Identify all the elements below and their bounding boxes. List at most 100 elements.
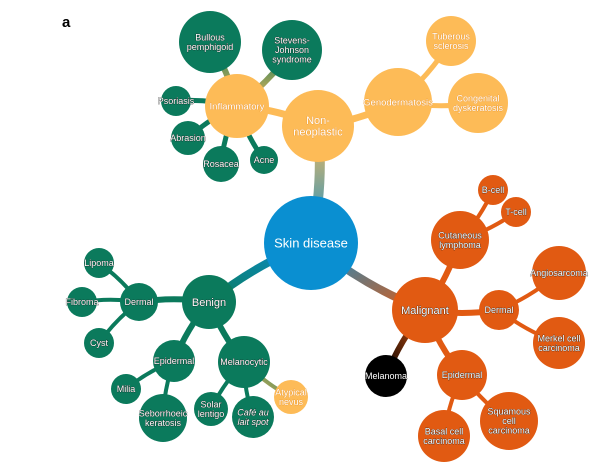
node-cutaneous-label: Cutaneous lymphoma xyxy=(438,230,482,249)
node-congenital-circle xyxy=(448,73,508,133)
node-sjs-label: Stevens-Johnson syndrome xyxy=(272,36,312,65)
node-benign-circle xyxy=(182,275,236,329)
node-squamous: Squamous cell carcinoma xyxy=(480,392,538,450)
node-mal-dermal-circle xyxy=(479,290,519,330)
node-sjs: Stevens-Johnson syndrome xyxy=(262,20,322,80)
node-tuberous-label: Tuberous sclerosis xyxy=(432,31,470,50)
node-basal: Basal cell carcinoma xyxy=(418,410,470,462)
node-cyst: Cyst xyxy=(84,328,114,358)
node-seborrhoeic-label: Seborrhoeic keratosis xyxy=(139,408,188,427)
node-cafe-label: Café au lait spot xyxy=(237,407,269,426)
node-bullous-label: Bullous pemphigoid xyxy=(187,32,234,51)
node-melanoma-circle xyxy=(365,355,407,397)
node-tuberous: Tuberous sclerosis xyxy=(426,16,476,66)
node-basal-circle xyxy=(418,410,470,462)
node-abrasion-label: Abrasion xyxy=(170,133,206,143)
node-seborrhoeic: Seborrhoeic keratosis xyxy=(138,394,188,442)
panel-label: a xyxy=(62,14,71,31)
node-bullous: Bullous pemphigoid xyxy=(179,11,241,73)
node-benign-dermal-label: Dermal xyxy=(124,297,153,307)
node-bcell-circle xyxy=(478,175,508,205)
node-inflammatory-circle xyxy=(205,74,269,138)
node-mal-epidermal-label: Epidermal xyxy=(442,370,483,380)
node-seborrhoeic-circle xyxy=(139,394,187,442)
node-squamous-circle xyxy=(480,392,538,450)
node-congenital-label: Congenital dyskeratosis xyxy=(453,93,504,112)
node-cutaneous-circle xyxy=(431,211,489,269)
node-tcell-label: T-cell xyxy=(505,207,527,217)
node-angiosarcoma-label: Angiosarcoma xyxy=(530,268,588,278)
node-solar-circle xyxy=(194,392,228,426)
node-cyst-label: Cyst xyxy=(90,338,108,348)
node-fibroma-label: Fibroma xyxy=(65,297,98,307)
node-basal-label: Basal cell carcinoma xyxy=(423,426,465,445)
node-acne-label: Acne xyxy=(254,155,275,165)
node-benign: Benign xyxy=(182,275,236,329)
node-bullous-circle xyxy=(179,11,241,73)
nodes-layer: Skin disease Non-neoplastic Inflammatory Bu… xyxy=(65,11,588,462)
node-benign-dermal-circle xyxy=(120,283,158,321)
node-tcell: T-cell xyxy=(501,197,531,227)
node-fibroma-circle xyxy=(67,287,97,317)
node-cafe-circle xyxy=(232,396,274,438)
node-lipoma-label: Lipoma xyxy=(84,258,114,268)
node-rosacea-circle xyxy=(203,146,239,182)
node-mal-dermal-label: Dermal xyxy=(484,305,513,315)
node-acne: Acne xyxy=(250,146,278,174)
node-solar-label: Solar lentigo xyxy=(198,399,225,418)
node-rosacea-label: Rosacea xyxy=(203,159,239,169)
node-atypical-circle xyxy=(274,380,308,414)
node-cafe: Café au lait spot xyxy=(232,396,274,438)
node-root-label: Skin disease xyxy=(274,236,348,251)
node-angiosarcoma-circle xyxy=(532,246,586,300)
node-solar: Solar lentigo xyxy=(194,392,228,426)
node-merkel-circle xyxy=(533,317,585,369)
node-benign-epidermal: Epidermal xyxy=(153,340,195,382)
node-melanoma-label: Melanoma xyxy=(365,371,407,381)
node-milia: Milia xyxy=(111,374,141,404)
node-acne-circle xyxy=(250,146,278,174)
node-psoriasis: Psoriasis xyxy=(157,86,195,116)
node-root-circle xyxy=(264,196,358,290)
node-sjs-circle xyxy=(262,20,322,80)
node-inflammatory-label: Inflammatory xyxy=(210,101,265,112)
node-mal-epidermal: Epidermal xyxy=(437,350,487,400)
node-genodermatosis: Genodermatosis xyxy=(363,68,433,136)
node-malignant-circle xyxy=(392,277,458,343)
node-benign-label: Benign xyxy=(192,297,226,309)
node-psoriasis-label: Psoriasis xyxy=(158,96,195,106)
node-cyst-circle xyxy=(84,328,114,358)
node-non-neoplastic: Non-neoplastic xyxy=(282,90,354,162)
node-angiosarcoma: Angiosarcoma xyxy=(530,246,588,300)
node-melanocytic-circle xyxy=(218,336,270,388)
node-malignant-label: Malignant xyxy=(401,305,449,317)
node-non-neoplastic-circle xyxy=(282,90,354,162)
node-congenital: Congenital dyskeratosis xyxy=(448,73,508,133)
node-melanocytic-label: Melanocytic xyxy=(220,357,268,367)
node-mal-epidermal-circle xyxy=(437,350,487,400)
node-genodermatosis-label: Genodermatosis xyxy=(363,97,433,108)
node-merkel-label: Merkel cell carcinoma xyxy=(537,333,580,352)
node-genodermatosis-circle xyxy=(364,68,432,136)
node-lipoma-circle xyxy=(84,248,114,278)
node-melanocytic: Melanocytic xyxy=(218,336,270,388)
node-rosacea: Rosacea xyxy=(203,146,239,182)
node-mal-dermal: Dermal xyxy=(479,290,519,330)
node-fibroma: Fibroma xyxy=(65,287,99,317)
node-benign-epidermal-circle xyxy=(153,340,195,382)
node-squamous-label: Squamous cell carcinoma xyxy=(487,407,531,436)
node-atypical-label: Atypical nevus xyxy=(275,387,307,406)
node-bcell-label: B-cell xyxy=(482,185,505,195)
node-psoriasis-circle xyxy=(161,86,191,116)
node-tuberous-circle xyxy=(426,16,476,66)
node-abrasion: Abrasion xyxy=(170,121,206,155)
node-lipoma: Lipoma xyxy=(84,248,114,278)
node-milia-circle xyxy=(111,374,141,404)
node-bcell: B-cell xyxy=(478,175,508,205)
node-melanoma: Melanoma xyxy=(365,355,407,397)
node-inflammatory: Inflammatory xyxy=(205,74,269,138)
node-merkel: Merkel cell carcinoma xyxy=(533,317,585,369)
node-benign-dermal: Dermal xyxy=(120,283,158,321)
node-non-neoplastic-label: Non-neoplastic xyxy=(293,115,343,139)
